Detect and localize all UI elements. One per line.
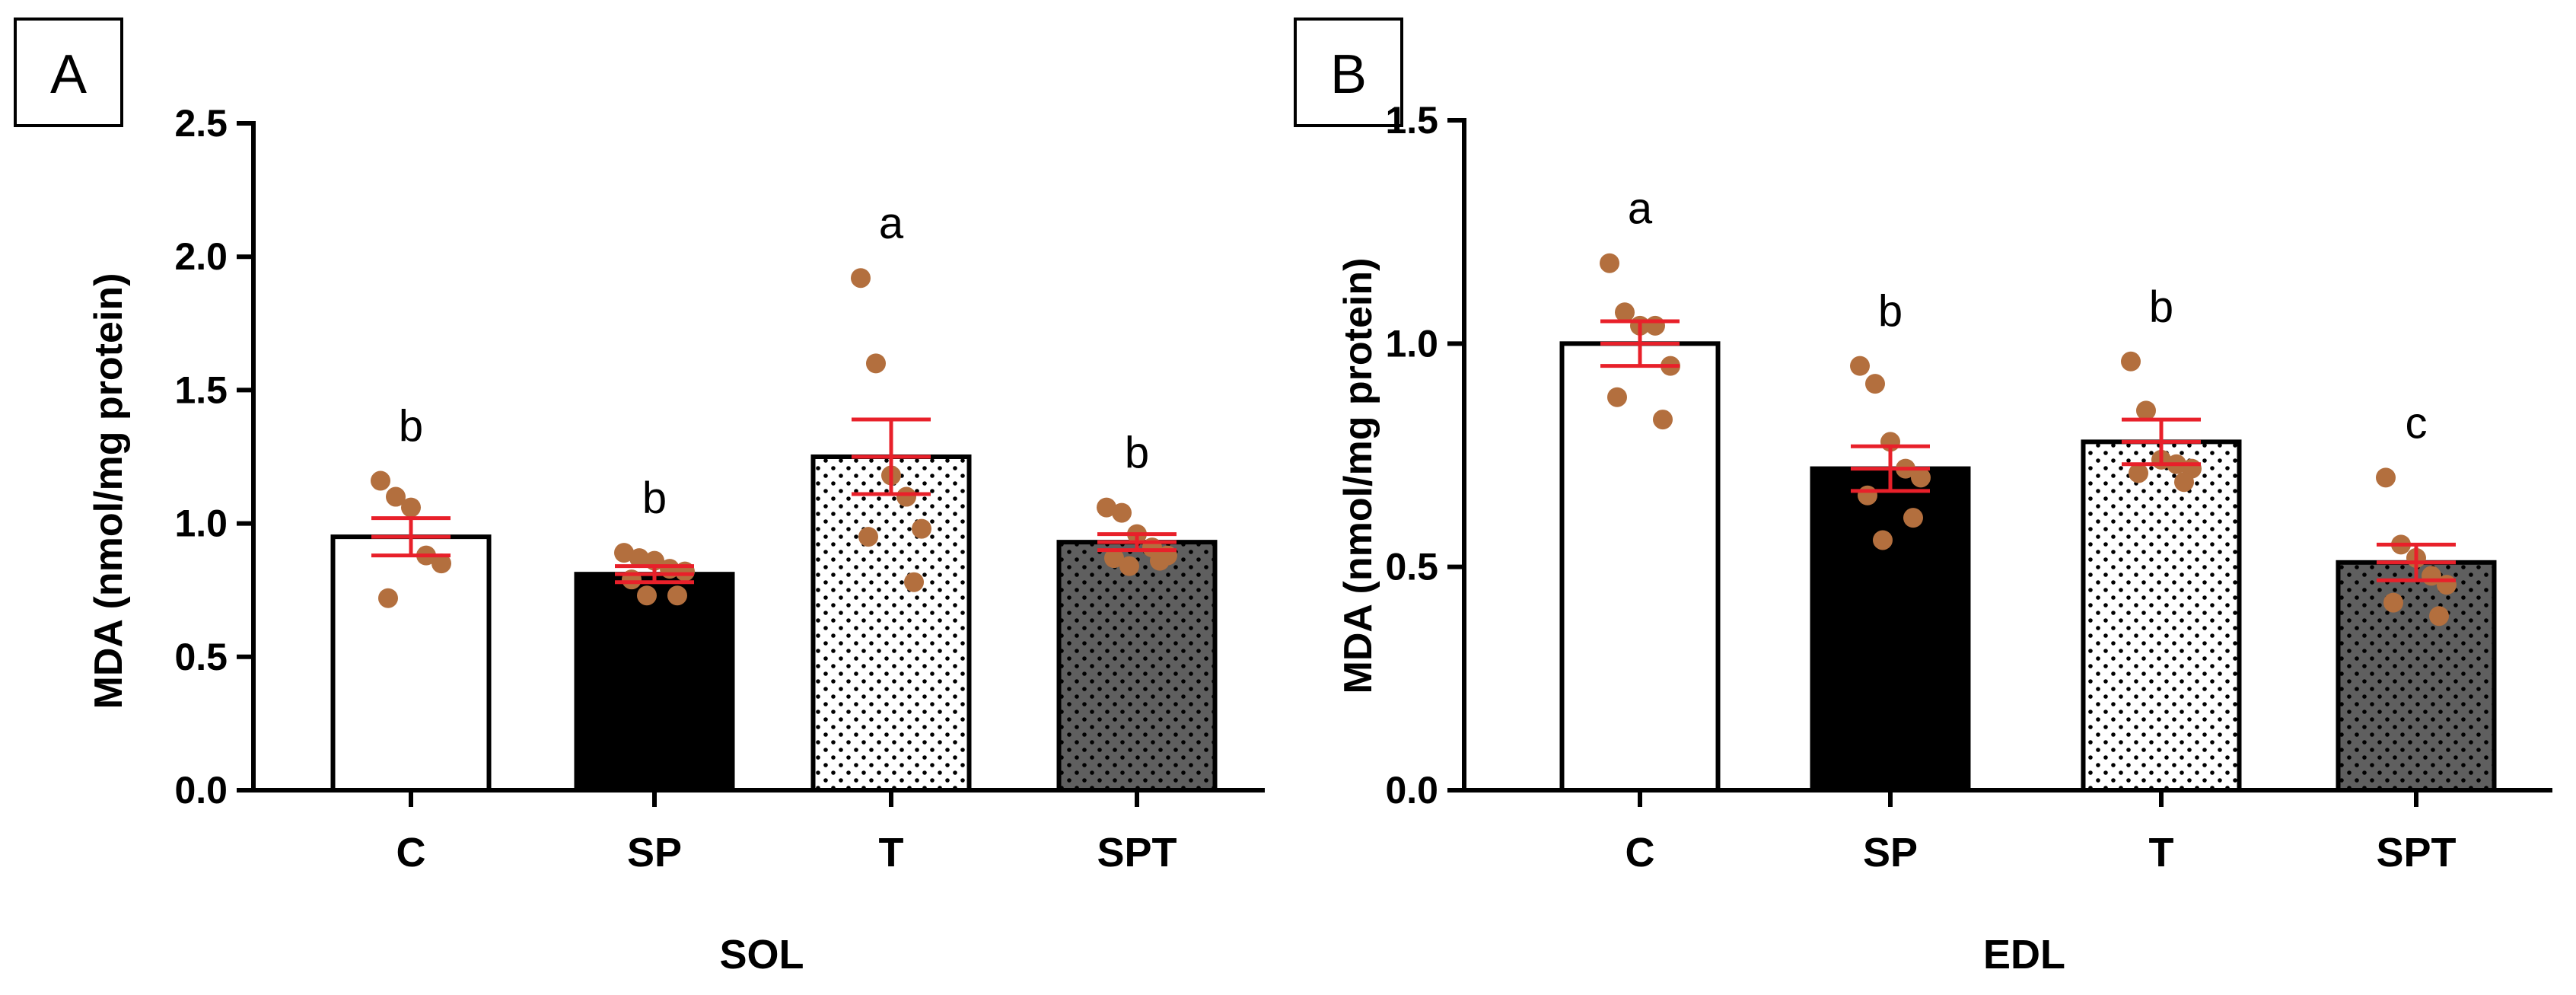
data-point <box>371 470 390 491</box>
error-bar-sp <box>615 564 694 585</box>
data-point <box>851 268 871 289</box>
data-point <box>2136 400 2156 421</box>
data-point <box>1150 550 1170 571</box>
data-point <box>1903 508 1923 528</box>
data-point <box>2437 575 2457 595</box>
x-category-label: T <box>879 830 904 875</box>
data-point <box>1858 485 1877 505</box>
panel-label-box: A <box>14 18 123 127</box>
data-point <box>866 353 886 374</box>
y-axis-title: MDA (nmol/mg protein) <box>1336 258 1380 694</box>
significance-label: a <box>879 199 904 248</box>
y-tick-label: 0.0 <box>174 769 228 812</box>
data-point <box>629 548 649 569</box>
panel-letter: B <box>1330 44 1367 105</box>
error-bar-c <box>371 516 451 558</box>
data-point <box>386 486 406 507</box>
data-point <box>2376 467 2396 488</box>
bar-t <box>2081 439 2242 793</box>
panel-letter: A <box>50 44 87 105</box>
y-tick-label: 1.5 <box>1385 99 1438 142</box>
significance-label: b <box>642 474 667 523</box>
data-point <box>614 543 634 563</box>
data-point <box>1615 302 1635 323</box>
x-category-label: SPT <box>1097 830 1177 875</box>
chart-panel-b: B MDA (nmol/mg protein) EDL a b b c 0.0 0.5 1.… <box>1288 0 2576 995</box>
data-point <box>2383 592 2403 613</box>
data-point <box>1119 556 1139 576</box>
bar-sp <box>1810 466 1971 792</box>
data-point <box>1865 374 1885 394</box>
y-tick-label: 2.0 <box>174 235 228 278</box>
data-point <box>1873 530 1893 550</box>
significance-label: b <box>2149 282 2173 332</box>
x-category-label: SP <box>627 830 682 875</box>
significance-label: b <box>1878 287 1903 336</box>
y-tick-label: 2.5 <box>174 102 228 145</box>
x-category-label: SPT <box>2376 830 2456 875</box>
error-bar-t <box>2122 417 2201 467</box>
data-point <box>1097 497 1116 518</box>
data-point <box>904 572 924 592</box>
panel-label-box: B <box>1294 18 1403 127</box>
x-axis-title: SOL <box>719 932 804 977</box>
significance-label: c <box>2406 398 2428 448</box>
y-tick-label: 1.0 <box>1385 322 1438 365</box>
data-point <box>1607 387 1627 407</box>
significance-label: b <box>399 402 423 451</box>
mda-sol-bar-chart: A MDA (nmol/mg protein) SOL b b a b 0.0 0.5 1.… <box>14 18 1265 977</box>
y-tick-label: 0.5 <box>1385 546 1438 588</box>
x-category-label: T <box>2149 830 2174 875</box>
x-category-label: C <box>396 830 426 875</box>
axes <box>1462 118 2552 792</box>
data-point <box>1645 315 1665 336</box>
data-point <box>2429 606 2449 627</box>
bar-t <box>810 454 972 792</box>
data-point <box>2129 463 2148 483</box>
data-point <box>1112 502 1132 523</box>
y-tick-label: 1.0 <box>174 502 228 545</box>
bar-sp <box>574 572 735 793</box>
data-point <box>1600 253 1619 273</box>
x-axis-title: EDL <box>1983 932 2065 977</box>
data-point <box>2174 472 2194 493</box>
x-category-label: SP <box>1863 830 1918 875</box>
error-bar-spt <box>1097 532 1177 553</box>
axes <box>251 121 1265 792</box>
bar-spt <box>1056 540 1218 792</box>
data-point <box>1850 356 1870 376</box>
data-point <box>637 585 657 606</box>
error-bar-c <box>1600 319 1680 368</box>
data-point <box>1653 410 1673 430</box>
data-point <box>858 527 878 547</box>
data-point <box>1104 548 1124 569</box>
data-point <box>401 497 421 518</box>
y-tick-label: 0.0 <box>1385 769 1438 812</box>
data-point <box>912 518 931 539</box>
bar-c <box>1559 341 1721 793</box>
y-tick-label: 1.5 <box>174 368 228 411</box>
error-bar-sp <box>1851 444 1930 493</box>
data-point <box>1911 467 1931 488</box>
significance-label: b <box>1125 429 1149 478</box>
x-category-label: C <box>1626 830 1655 875</box>
bar-c <box>330 534 492 792</box>
mda-edl-bar-chart: B MDA (nmol/mg protein) EDL a b b c 0.0 0.5 1.… <box>1294 18 2552 977</box>
data-point <box>2121 351 2141 372</box>
y-axis-title: MDA (nmol/mg protein) <box>87 273 131 710</box>
data-point <box>378 588 398 608</box>
y-tick-label: 0.5 <box>174 636 228 678</box>
bar-spt <box>2336 560 2497 792</box>
error-bar-spt <box>2377 542 2456 582</box>
error-bar-t <box>852 417 931 496</box>
data-point <box>431 553 451 574</box>
data-point <box>667 585 687 606</box>
significance-label: a <box>1628 184 1653 234</box>
chart-panel-a: A MDA (nmol/mg protein) SOL b b a b 0.0 0.5 1.… <box>14 18 1265 977</box>
data-point <box>896 486 916 507</box>
